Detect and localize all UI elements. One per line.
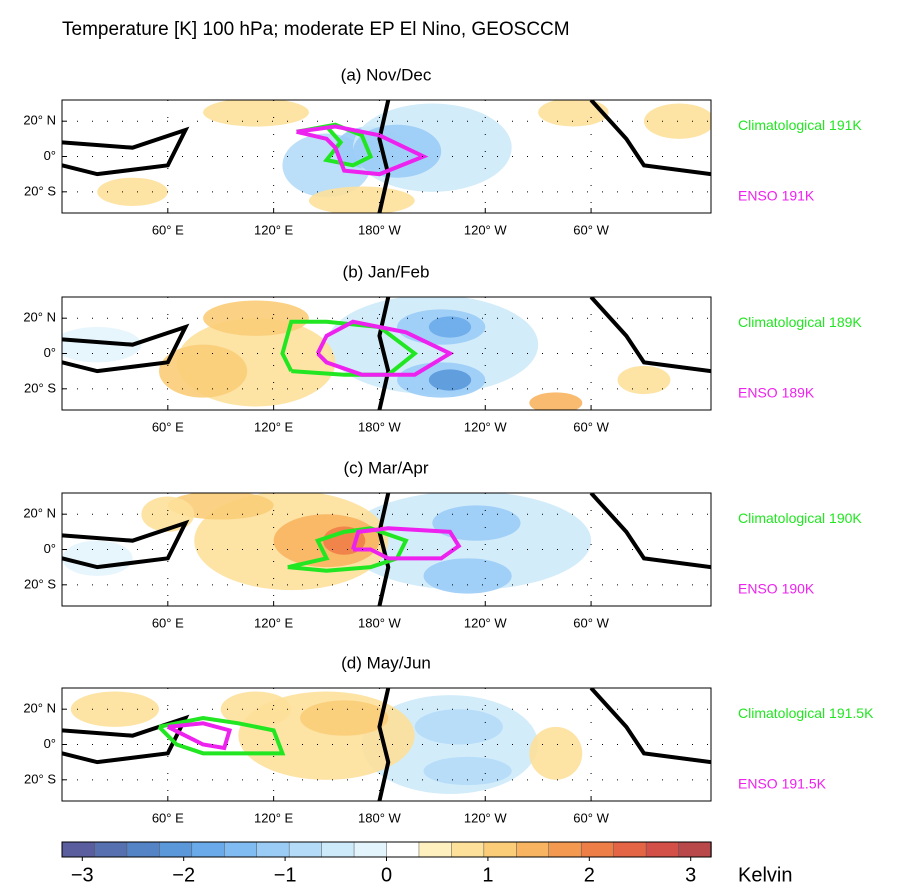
x-tick-label: 180° W (358, 615, 402, 630)
x-tick-label: 60° W (573, 615, 609, 630)
colorbar-segment (224, 842, 257, 857)
y-tick-label: 0° (44, 736, 56, 751)
x-tick-label: 60° W (573, 222, 609, 237)
y-tick-label: 20° S (24, 380, 56, 395)
colorbar-tick-label: 1 (482, 864, 493, 886)
x-tick-label: 120° W (464, 810, 508, 825)
colorbar-label: Kelvin (738, 864, 792, 886)
x-tick-label: 120° E (254, 222, 294, 237)
figure: Temperature [K] 100 hPa; moderate EP El … (0, 0, 909, 888)
anomaly-shade (618, 366, 671, 394)
x-tick-label: 120° W (464, 615, 508, 630)
significance-contour (62, 130, 185, 174)
colorbar-segment (289, 842, 322, 857)
figure-title: Temperature [K] 100 hPa; moderate EP El … (62, 19, 570, 40)
anomaly-shade (203, 98, 309, 126)
significance-contour (591, 493, 711, 567)
x-tick-label: 120° E (254, 615, 294, 630)
legend-label: ENSO 190K (738, 581, 815, 597)
legend-label: Climatological 190K (738, 510, 862, 526)
colorbar-tick-label: −1 (274, 864, 297, 886)
anomaly-shade (62, 541, 133, 576)
x-tick-label: 120° E (254, 419, 294, 434)
colorbar-segment (679, 842, 712, 857)
x-tick-label: 60° E (152, 810, 184, 825)
significance-contour (591, 688, 711, 762)
anomaly-shade (529, 727, 582, 780)
x-tick-label: 60° W (573, 419, 609, 434)
x-tick-label: 60° E (152, 615, 184, 630)
y-tick-label: 20° N (23, 506, 56, 521)
colorbar-tick-label: −2 (172, 864, 195, 886)
anomaly-shade (71, 692, 159, 727)
x-tick-label: 120° W (464, 419, 508, 434)
anomaly-shade (300, 700, 388, 735)
y-tick-label: 20° N (23, 310, 56, 325)
colorbar-tick-label: 3 (685, 864, 696, 886)
anomaly-shade (424, 558, 512, 593)
colorbar-segment (257, 842, 290, 857)
y-tick-label: 20° N (23, 701, 56, 716)
y-tick-label: 20° S (24, 771, 56, 786)
legend-label: Climatological 189K (738, 314, 862, 330)
x-tick-label: 60° E (152, 419, 184, 434)
colorbar-segment (581, 842, 614, 857)
y-tick-label: 0° (44, 345, 56, 360)
x-tick-label: 60° E (152, 222, 184, 237)
legend-label: Climatological 191.5K (738, 705, 874, 721)
legend-label: ENSO 189K (738, 385, 815, 401)
y-tick-label: 0° (44, 541, 56, 556)
anomaly-shade (415, 709, 503, 744)
anomaly-shade (432, 505, 520, 540)
y-tick-label: 20° S (24, 576, 56, 591)
panel-title: (d) May/Jun (341, 653, 431, 672)
x-tick-label: 180° W (358, 810, 402, 825)
colorbar-segment (94, 842, 127, 857)
map-panel (62, 491, 711, 606)
legend-label: ENSO 191K (738, 188, 815, 204)
y-tick-label: 20° S (24, 183, 56, 198)
map-panel (62, 98, 715, 215)
anomaly-shade (429, 316, 471, 337)
anomaly-shade (429, 369, 471, 390)
colorbar-segment (387, 842, 420, 857)
colorbar-tick-label: −3 (71, 864, 94, 886)
colorbar-segment (549, 842, 582, 857)
anomaly-shade (538, 98, 609, 126)
panel-title: (b) Jan/Feb (343, 262, 430, 281)
colorbar-tick-label: 2 (584, 864, 595, 886)
x-tick-label: 180° W (358, 419, 402, 434)
colorbar-segment (516, 842, 549, 857)
legend-label: ENSO 191.5K (738, 776, 827, 792)
colorbar-segment (484, 842, 517, 857)
x-tick-label: 60° W (573, 810, 609, 825)
colorbar-segment (646, 842, 679, 857)
colorbar-segment (62, 842, 95, 857)
legend-label: Climatological 191K (738, 117, 862, 133)
map-panel (62, 688, 711, 801)
y-tick-label: 0° (44, 148, 56, 163)
colorbar-segment (159, 842, 192, 857)
significance-contour (591, 297, 711, 371)
colorbar-segment (127, 842, 160, 857)
anomaly-shade (309, 187, 415, 215)
anomaly-shade (424, 757, 512, 785)
map-panel (53, 295, 711, 413)
colorbar-tick-label: 0 (381, 864, 392, 886)
colorbar-segment (192, 842, 225, 857)
panel-title: (c) Mar/Apr (344, 458, 429, 477)
x-tick-label: 180° W (358, 222, 402, 237)
anomaly-shade (644, 104, 715, 139)
colorbar-segment (614, 842, 647, 857)
x-tick-label: 120° E (254, 810, 294, 825)
colorbar-segment (354, 842, 387, 857)
colorbar-segment (451, 842, 484, 857)
y-tick-label: 20° N (23, 113, 56, 128)
anomaly-shade (203, 301, 309, 336)
colorbar-segment (322, 842, 355, 857)
x-tick-label: 120° W (464, 222, 508, 237)
colorbar-segment (419, 842, 452, 857)
panel-title: (a) Nov/Dec (341, 65, 432, 84)
